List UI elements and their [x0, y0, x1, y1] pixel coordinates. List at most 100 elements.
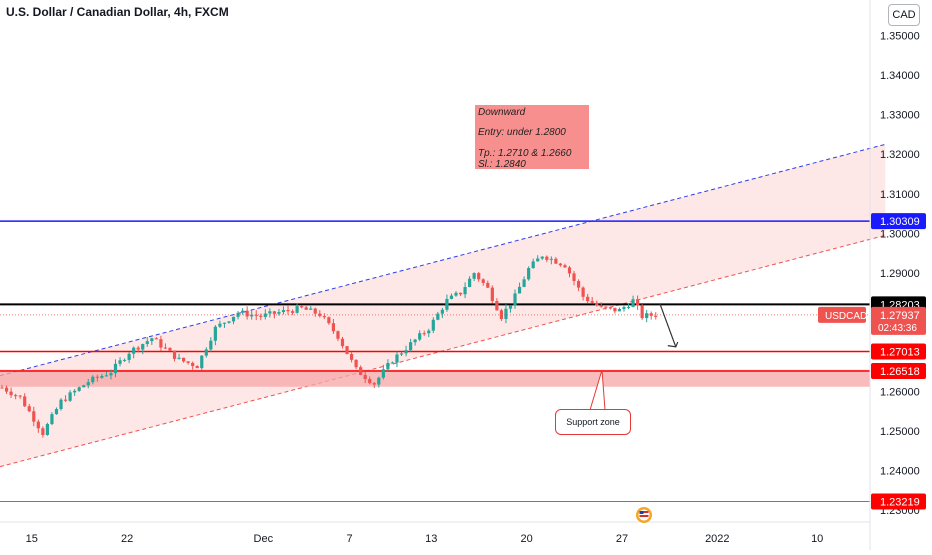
y-tick-label-3: 1.26000: [880, 387, 920, 399]
candle-124: [563, 265, 567, 268]
support-zone-callout: Support zone: [555, 409, 631, 435]
candle-122: [554, 258, 558, 264]
price-tag-bg-4: [871, 493, 926, 510]
candle-20: [91, 376, 95, 383]
x-tick-label-1: 22: [121, 533, 133, 545]
candle-21: [95, 376, 99, 378]
y-tick-label-2: 1.25000: [880, 426, 920, 438]
price-tag-bg-3: [871, 363, 926, 380]
candle-12: [54, 408, 59, 415]
candle-62: [281, 310, 286, 313]
candle-105: [477, 273, 481, 280]
candle-142: [645, 313, 649, 319]
candle-76: [345, 346, 349, 355]
candle-127: [576, 281, 581, 288]
candle-104: [472, 273, 476, 279]
candle-23: [104, 375, 109, 377]
note-line-targets: Tp.: 1.2710 & 1.2660: [478, 148, 572, 159]
candle-24: [109, 373, 113, 376]
currency-badge[interactable]: CAD: [888, 4, 920, 26]
note-line-direction: Downward: [478, 107, 526, 118]
candle-48: [218, 323, 222, 327]
candle-33: [150, 338, 154, 342]
candle-11: [50, 414, 54, 425]
candle-126: [572, 273, 576, 282]
candle-36: [163, 347, 168, 349]
x-tick-label-5: 20: [521, 533, 533, 545]
candle-92: [418, 333, 422, 340]
candle-38: [172, 350, 177, 359]
candle-8: [36, 421, 40, 429]
candle-99: [449, 295, 454, 299]
candle-22: [100, 375, 104, 378]
candle-10: [45, 424, 49, 435]
candle-130: [590, 301, 594, 303]
candle-60: [272, 311, 276, 314]
candle-109: [495, 301, 499, 311]
candle-13: [59, 399, 63, 409]
candle-46: [209, 340, 213, 350]
candle-131: [595, 302, 599, 306]
candle-1: [4, 387, 9, 392]
candle-27: [122, 359, 127, 361]
x-tick-label-8: 10: [811, 533, 823, 545]
candle-98: [445, 298, 449, 310]
candle-144: [654, 315, 658, 317]
y-tick-label-12: 1.35000: [880, 31, 920, 43]
candle-5: [23, 396, 27, 407]
candle-90: [409, 342, 413, 351]
candle-113: [513, 293, 517, 306]
candle-123: [558, 263, 563, 266]
last-price-tag: 1.27937: [880, 310, 920, 322]
candle-35: [159, 339, 163, 348]
candle-58: [263, 313, 267, 317]
event-flag-stripe-2: [639, 515, 649, 517]
support-zone-band: [0, 369, 870, 387]
candle-102: [463, 287, 467, 295]
candle-50: [227, 321, 231, 323]
candle-4: [18, 395, 22, 397]
y-tick-label-7: 1.30000: [880, 228, 920, 240]
candle-103: [468, 278, 472, 288]
candle-85: [386, 362, 390, 370]
candle-132: [599, 305, 603, 307]
candle-128: [581, 287, 585, 297]
price-tag-3: 1.26518: [880, 366, 920, 378]
x-tick-label-4: 13: [425, 533, 437, 545]
y-tick-label-10: 1.33000: [880, 110, 920, 122]
candle-31: [141, 344, 145, 350]
candle-64: [290, 311, 295, 313]
candle-111: [504, 308, 508, 319]
candle-14: [63, 399, 68, 401]
x-tick-label-0: 15: [26, 533, 38, 545]
candle-51: [231, 316, 236, 322]
candle-19: [86, 382, 90, 386]
candle-16: [73, 390, 77, 393]
price-tag-0: 1.30309: [880, 216, 920, 228]
price-tag-bg-2: [871, 343, 926, 360]
candle-66: [300, 306, 304, 308]
countdown-timer: 02:43:36: [878, 323, 917, 334]
candle-81: [368, 379, 372, 384]
candle-86: [390, 362, 395, 364]
candle-43: [195, 366, 199, 369]
candle-59: [268, 311, 272, 314]
candle-138: [626, 306, 631, 308]
candle-101: [458, 292, 463, 295]
candle-108: [490, 287, 494, 302]
candle-133: [604, 306, 608, 308]
candle-139: [631, 299, 635, 307]
candle-110: [499, 310, 503, 319]
candle-7: [32, 411, 36, 422]
candle-34: [154, 338, 158, 340]
projection-arrow-head: [667, 341, 679, 348]
symbol-tag-bg: [818, 306, 866, 323]
candle-57: [259, 315, 263, 317]
candle-143: [649, 313, 653, 316]
candle-39: [177, 357, 181, 359]
candle-0: [0, 387, 4, 389]
candle-6: [27, 406, 31, 412]
candle-117: [531, 261, 535, 269]
note-line-entry: Entry: under 1.2800: [478, 127, 566, 138]
candle-125: [567, 267, 572, 274]
